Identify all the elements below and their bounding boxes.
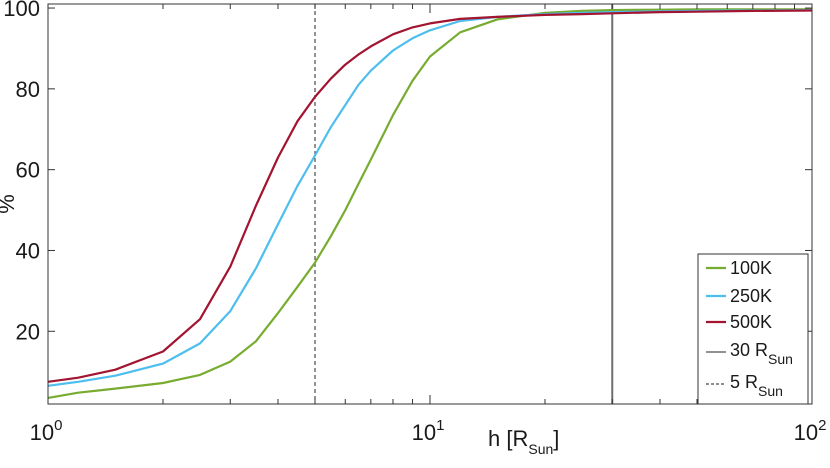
legend-label-100k: 100K xyxy=(730,258,772,278)
series-line-500k xyxy=(47,9,813,383)
x-axis-label-subscript: Sun xyxy=(528,441,553,457)
x-tick-base: 10 xyxy=(412,420,436,445)
x-tick-exponent: 2 xyxy=(818,417,826,434)
x-tick-label: 101 xyxy=(412,417,445,445)
series-line-250k xyxy=(47,9,813,387)
y-tick-label: 40 xyxy=(16,238,40,263)
series-lines xyxy=(47,8,813,399)
legend-label-subscript: Sun xyxy=(768,351,793,367)
y-tick-label: 80 xyxy=(16,77,40,102)
legend-label-main: 30 R xyxy=(730,340,768,360)
axis-labels: h [RSun]% xyxy=(0,194,559,457)
reference-lines xyxy=(314,4,614,404)
legend-label-subscript: Sun xyxy=(758,383,783,399)
plot-frame xyxy=(47,3,813,405)
x-tick-base: 10 xyxy=(794,420,818,445)
x-axis-label: h [RSun] xyxy=(488,426,559,457)
x-tick-exponent: 0 xyxy=(54,417,62,434)
legend-box xyxy=(697,253,809,405)
legend-label-main: 5 R xyxy=(730,372,758,392)
x-axis-label-main: h [R xyxy=(488,426,528,451)
axes xyxy=(47,3,813,405)
x-axis-label-end: ] xyxy=(553,426,559,451)
legend-label-vline-solid: 30 RSun xyxy=(730,340,793,367)
x-tick-exponent: 1 xyxy=(436,417,444,434)
x-tick-label: 100 xyxy=(30,417,63,445)
y-axis-label: % xyxy=(0,194,19,214)
y-tick-label: 20 xyxy=(16,319,40,344)
x-tick-base: 10 xyxy=(30,420,54,445)
y-tick-label: 60 xyxy=(16,158,40,183)
legend-label-500k: 500K xyxy=(730,312,772,332)
legend-label-vline-dashed: 5 RSun xyxy=(730,372,783,399)
legend-label-250k: 250K xyxy=(730,286,772,306)
series-line-100k xyxy=(47,8,812,399)
x-tick-label: 102 xyxy=(794,417,827,445)
y-tick-label: 100 xyxy=(3,0,40,21)
